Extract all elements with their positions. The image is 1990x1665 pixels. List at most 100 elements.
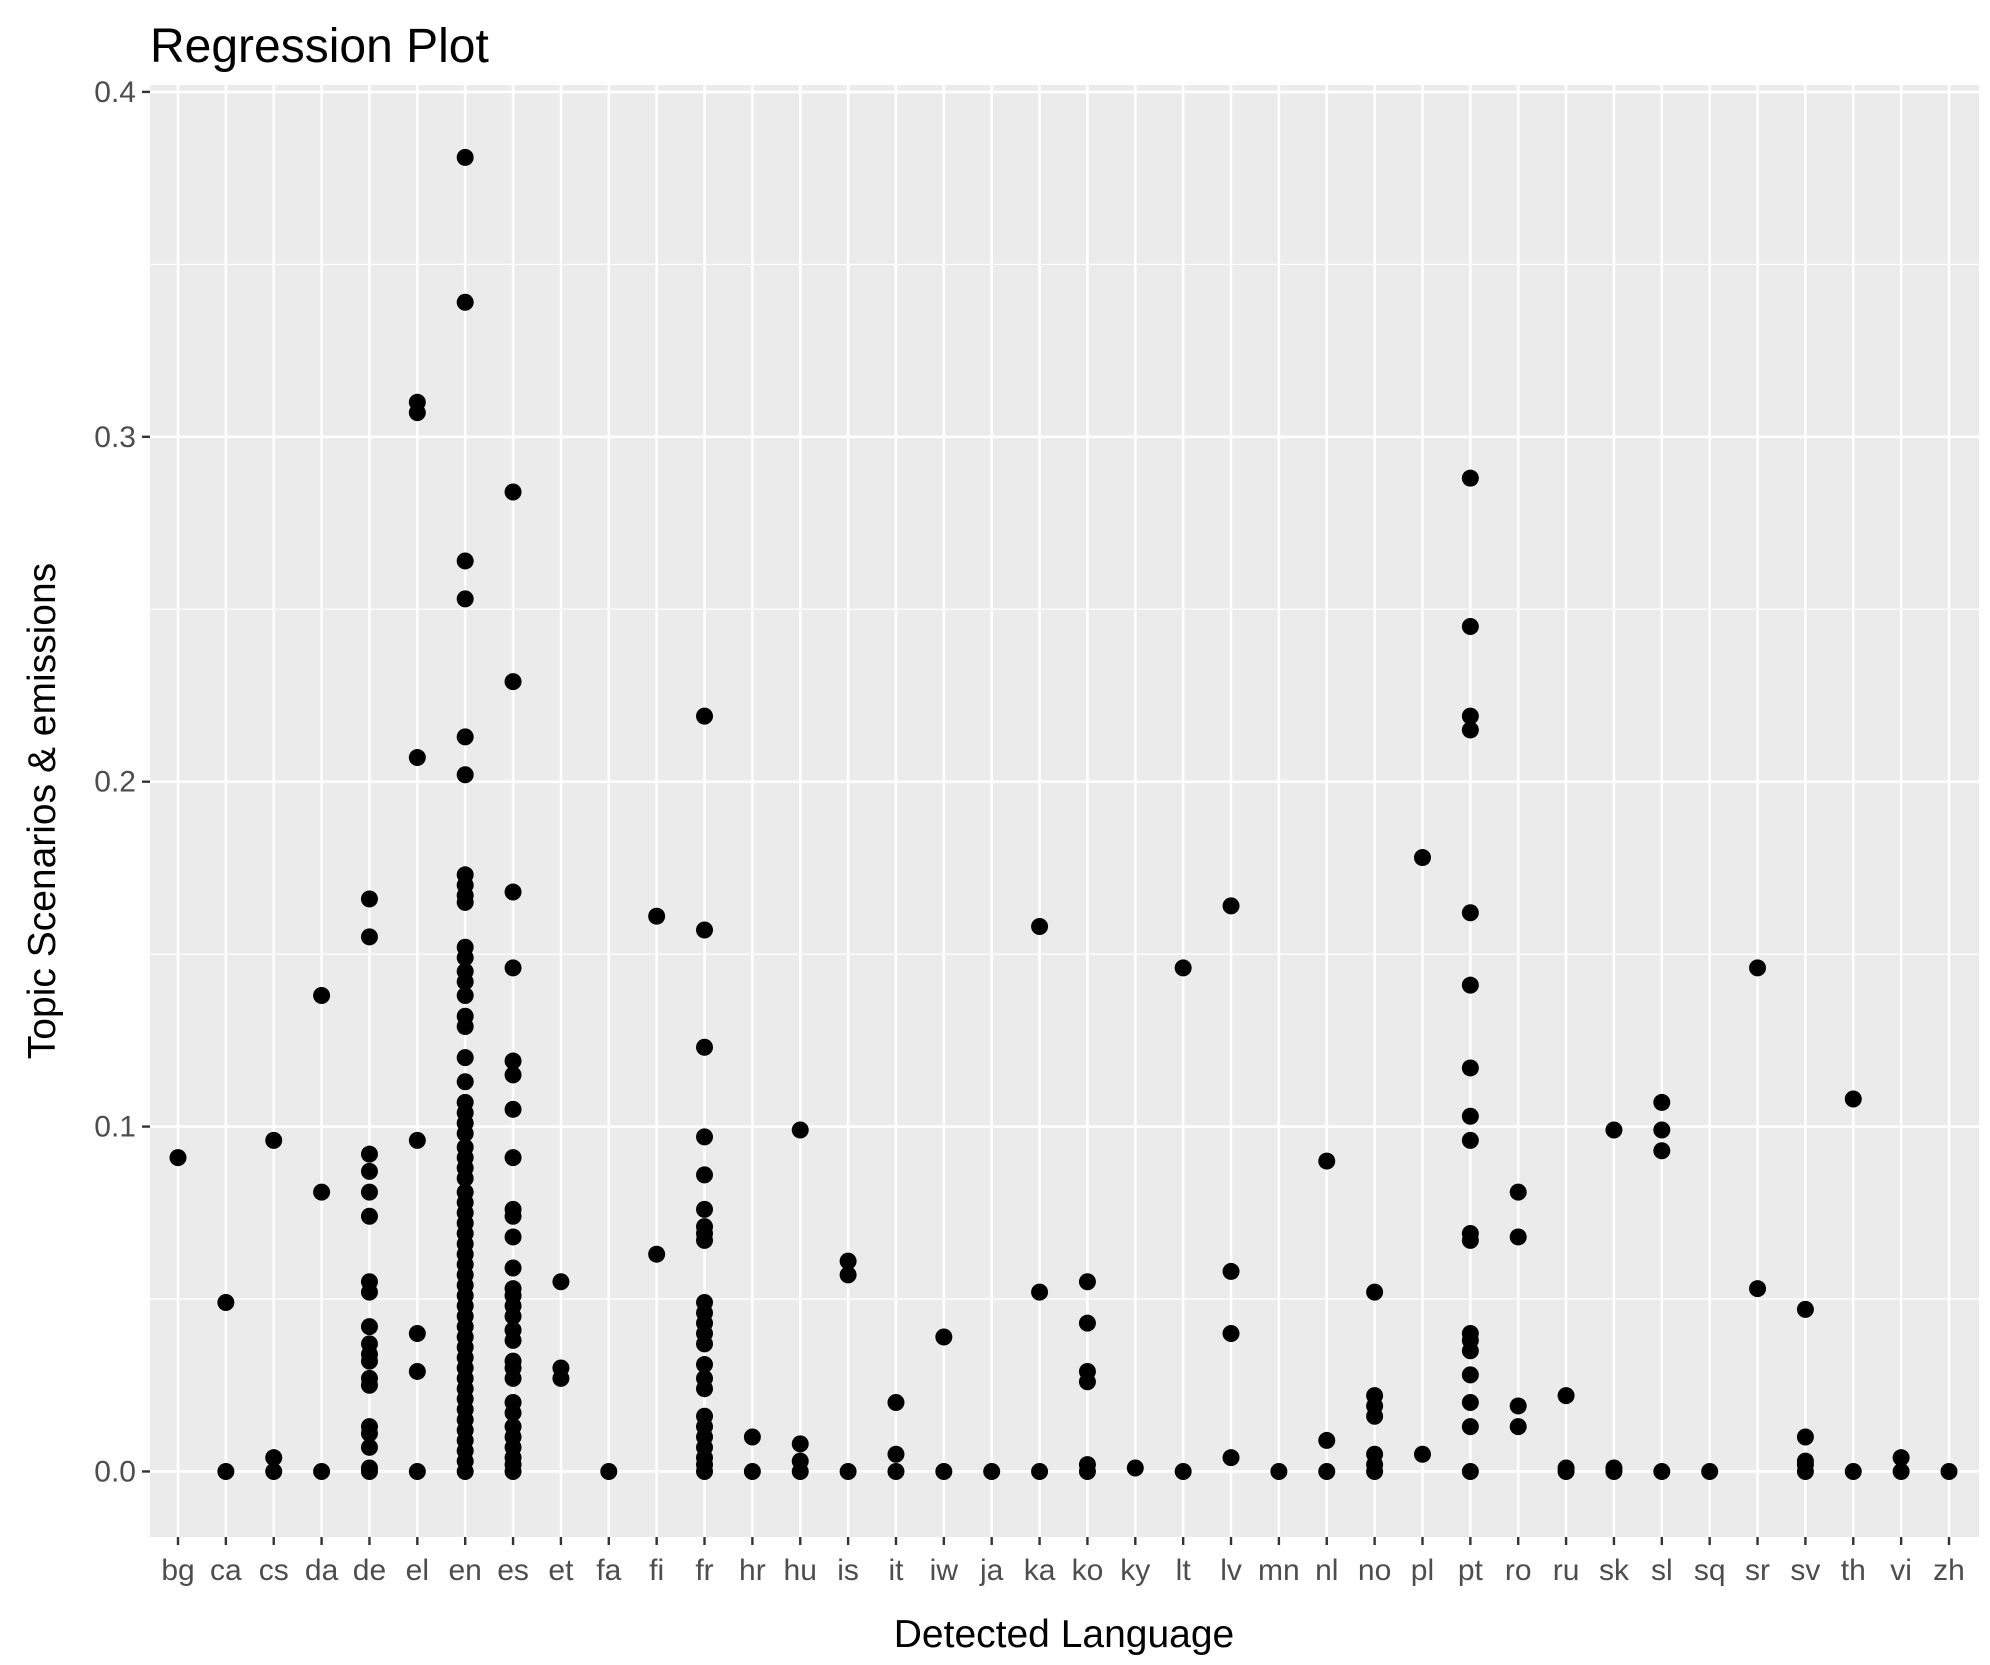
x-axis: bg ca cs da de el en es et fa fi fr hr hu is it iw ja ka ko… <box>161 1537 1965 1587</box>
data-point-de <box>360 1438 378 1456</box>
data-point-es <box>504 483 522 501</box>
x-tick-label: sk <box>1599 1554 1630 1587</box>
data-point-ru <box>1557 1462 1575 1480</box>
data-point-sr <box>1749 1280 1767 1298</box>
data-point-fr <box>696 921 714 939</box>
plot-panel <box>150 85 1979 1537</box>
data-point-lv <box>1222 1262 1240 1280</box>
data-point-en <box>456 1169 474 1187</box>
data-point-en <box>456 728 474 746</box>
data-point-de <box>360 1425 378 1443</box>
x-tick-label: bg <box>161 1554 194 1587</box>
data-point-ru <box>1557 1387 1575 1405</box>
data-point-ka <box>1031 918 1049 936</box>
x-tick-label: ky <box>1120 1554 1150 1587</box>
data-point-fr <box>696 1380 714 1398</box>
data-point-en <box>456 893 474 911</box>
data-point-fr <box>696 1200 714 1218</box>
x-tick-label: sv <box>1790 1554 1820 1587</box>
x-tick-label: de <box>353 1554 386 1587</box>
data-point-fa <box>600 1462 618 1480</box>
data-point-pt <box>1461 1131 1479 1149</box>
data-points <box>169 148 1958 1480</box>
data-point-nl <box>1318 1462 1336 1480</box>
data-point-en <box>456 590 474 608</box>
x-tick-label: lv <box>1220 1554 1242 1587</box>
data-point-hu <box>791 1121 809 1139</box>
x-axis-title: Detected Language <box>894 1613 1234 1656</box>
data-point-pl <box>1413 849 1431 867</box>
data-point-de <box>360 1162 378 1180</box>
x-tick-label: no <box>1358 1554 1391 1587</box>
data-point-vi <box>1892 1449 1910 1467</box>
data-point-pt <box>1461 1418 1479 1436</box>
data-point-ko <box>1078 1314 1096 1332</box>
data-point-pt <box>1461 1231 1479 1249</box>
data-point-ko <box>1078 1373 1096 1391</box>
data-point-et <box>552 1273 570 1291</box>
y-tick-label: 0.4 <box>94 76 136 109</box>
data-point-hu <box>791 1462 809 1480</box>
data-point-es <box>504 883 522 901</box>
data-point-el <box>408 1325 426 1343</box>
data-point-pt <box>1461 721 1479 739</box>
x-tick-label: es <box>497 1554 529 1587</box>
x-tick-label: hu <box>784 1554 817 1587</box>
data-point-sr <box>1749 959 1767 977</box>
x-tick-label: fa <box>596 1554 621 1587</box>
data-point-en <box>456 766 474 784</box>
data-point-lv <box>1222 897 1240 915</box>
data-point-en <box>456 293 474 311</box>
x-tick-label: sl <box>1651 1554 1673 1587</box>
data-point-es <box>504 1066 522 1084</box>
data-point-de <box>360 1352 378 1370</box>
y-axis: 0.0 0.1 0.2 0.3 0.4 <box>94 76 150 1488</box>
data-point-hr <box>743 1462 761 1480</box>
x-tick-label: is <box>837 1554 859 1587</box>
data-point-fr <box>696 1038 714 1056</box>
data-point-lt <box>1174 1462 1192 1480</box>
data-point-es <box>504 1100 522 1118</box>
x-tick-label: ru <box>1553 1554 1580 1587</box>
data-point-no <box>1366 1407 1384 1425</box>
data-point-pt <box>1461 976 1479 994</box>
data-point-el <box>408 1462 426 1480</box>
data-point-ka <box>1031 1283 1049 1301</box>
data-point-da <box>313 1183 331 1201</box>
x-tick-label: hr <box>739 1554 766 1587</box>
x-tick-label: ca <box>210 1554 242 1587</box>
data-point-th <box>1844 1462 1862 1480</box>
data-point-es <box>504 1207 522 1225</box>
data-point-es <box>504 673 522 691</box>
x-tick-label: ro <box>1505 1554 1532 1587</box>
data-point-el <box>408 404 426 422</box>
data-point-is <box>839 1252 857 1270</box>
x-tick-label: mn <box>1258 1554 1300 1587</box>
x-tick-label: da <box>305 1554 339 1587</box>
data-point-th <box>1844 1090 1862 1108</box>
data-point-en <box>456 1073 474 1091</box>
data-point-lv <box>1222 1325 1240 1343</box>
data-point-pt <box>1461 707 1479 725</box>
x-tick-label: zh <box>1933 1554 1965 1587</box>
chart-title: Regression Plot <box>150 20 489 73</box>
data-point-no <box>1366 1462 1384 1480</box>
data-point-pt <box>1461 1393 1479 1411</box>
data-point-da <box>313 1462 331 1480</box>
data-point-no <box>1366 1283 1384 1301</box>
data-point-fr <box>696 707 714 725</box>
data-point-it <box>887 1462 905 1480</box>
data-point-en <box>456 552 474 570</box>
x-tick-label: sq <box>1694 1554 1726 1587</box>
data-point-es <box>504 1052 522 1070</box>
data-point-is <box>839 1266 857 1284</box>
x-tick-label: fi <box>649 1554 664 1587</box>
data-point-fr <box>696 1356 714 1374</box>
data-point-it <box>887 1393 905 1411</box>
data-point-ka <box>1031 1462 1049 1480</box>
data-point-es <box>504 1331 522 1349</box>
data-point-es <box>504 959 522 977</box>
data-point-en <box>456 973 474 991</box>
